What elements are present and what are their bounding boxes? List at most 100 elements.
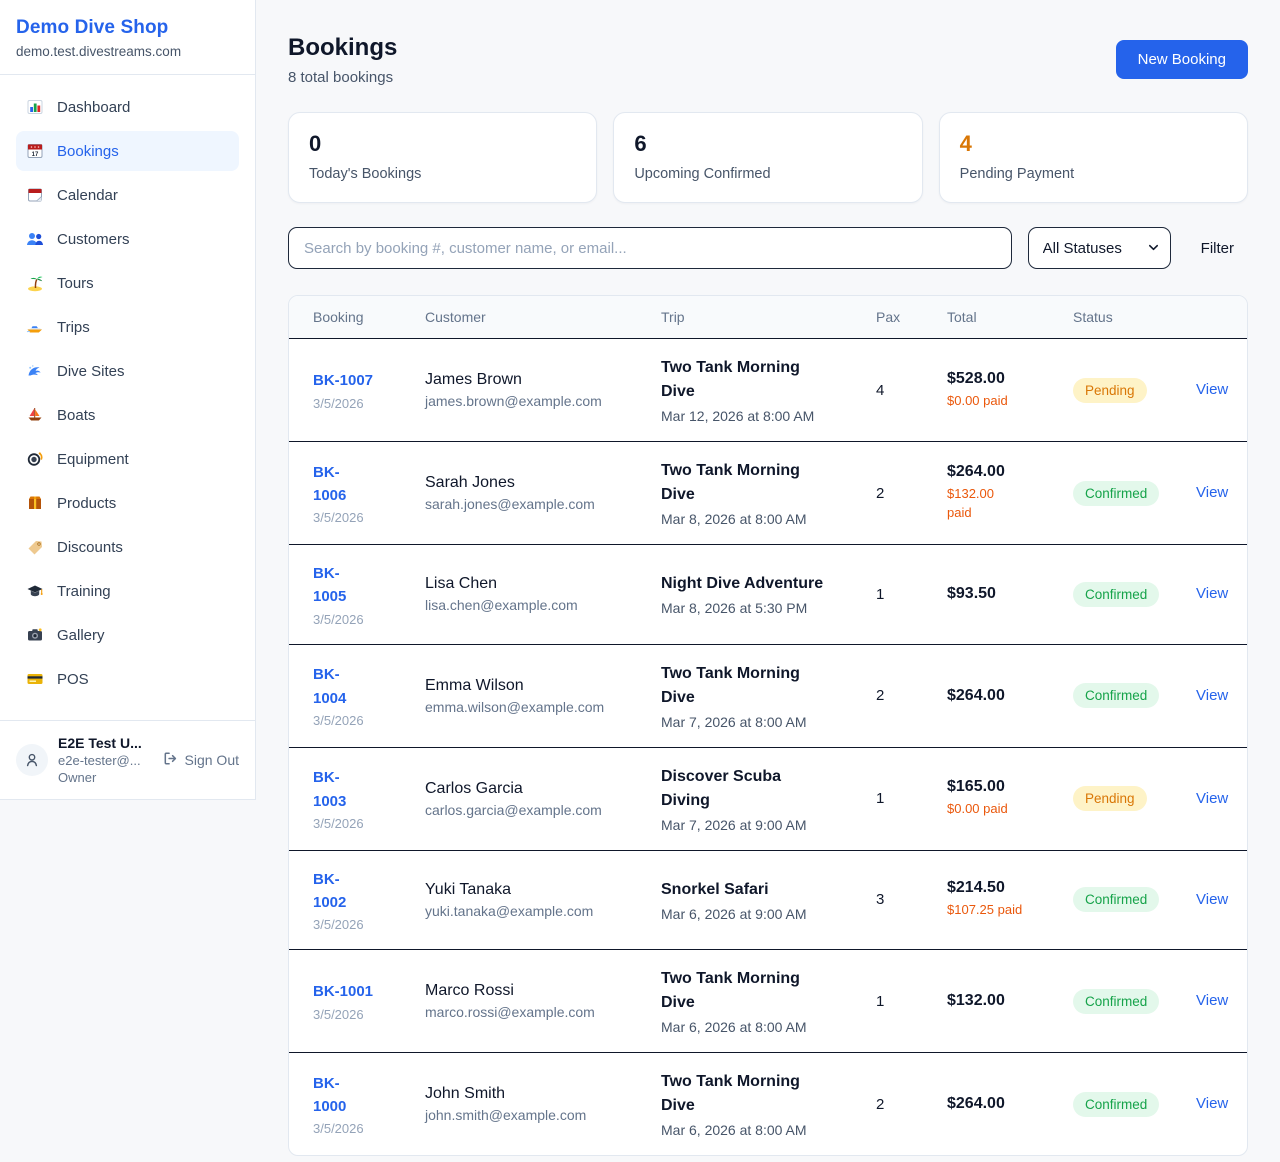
customers-icon bbox=[26, 230, 44, 248]
booking-date: 3/5/2026 bbox=[313, 395, 364, 411]
customer-name: Carlos Garcia bbox=[425, 779, 523, 797]
stat-value: 4 bbox=[959, 131, 972, 156]
trips-icon bbox=[26, 318, 44, 336]
table-row: BK- 1002 3/5/2026 Yuki Tanaka yuki.tanak… bbox=[289, 849, 1247, 950]
booking-date: 3/5/2026 bbox=[313, 917, 364, 932]
view-link[interactable]: View bbox=[1196, 1095, 1229, 1112]
view-link[interactable]: View bbox=[1196, 585, 1229, 603]
customer-email: lisa.chen@example.com bbox=[425, 597, 578, 614]
total-amount: $264.00 bbox=[947, 1095, 1005, 1112]
total-amount: $165.00 bbox=[947, 778, 1005, 796]
view-link[interactable]: View bbox=[1196, 381, 1229, 398]
trip-name: Discover Scuba Diving bbox=[661, 767, 782, 809]
customer-name: Yuki Tanaka bbox=[425, 880, 511, 898]
table-row: BK- 1004 3/5/2026 Emma Wilson emma.wilso… bbox=[289, 643, 1247, 747]
user-name: E2E Test U... bbox=[58, 735, 142, 751]
filter-button[interactable]: Filter bbox=[1187, 232, 1248, 265]
brand-name: Demo Dive Shop bbox=[16, 17, 169, 38]
stat-label: Pending Payment bbox=[959, 166, 1075, 182]
total-amount: $264.00 bbox=[947, 463, 1005, 481]
sidebar-item-training[interactable]: Training bbox=[16, 571, 239, 611]
pax-count: 2 bbox=[876, 643, 947, 747]
booking-id-link[interactable]: BK- 1003 bbox=[313, 769, 347, 810]
status-badge: Confirmed bbox=[1073, 887, 1160, 913]
trip-time: Mar 7, 2026 at 8:00 AM bbox=[661, 713, 807, 730]
table-row: BK- 1000 3/5/2026 John Smith john.smith@… bbox=[289, 1052, 1247, 1155]
trip-name: Two Tank Morning Dive bbox=[661, 664, 800, 706]
status-badge: Confirmed bbox=[1073, 581, 1160, 607]
customer-email: john.smith@example.com bbox=[425, 1107, 587, 1123]
avatar bbox=[16, 744, 48, 776]
sidebar-item-tours[interactable]: Tours bbox=[16, 263, 239, 303]
view-link[interactable]: View bbox=[1196, 789, 1229, 807]
sidebar-item-pos[interactable]: POS bbox=[16, 659, 239, 699]
sidebar-item-trips[interactable]: Trips bbox=[16, 307, 239, 347]
booking-date: 3/5/2026 bbox=[313, 1006, 364, 1022]
trip-time: Mar 6, 2026 at 9:00 AM bbox=[661, 905, 807, 922]
sidebar-item-dive-sites[interactable]: Dive Sites bbox=[16, 351, 239, 391]
sidebar-item-customers[interactable]: Customers bbox=[16, 219, 239, 259]
view-link[interactable]: View bbox=[1196, 686, 1229, 704]
trip-name: Two Tank Morning Dive bbox=[661, 359, 800, 400]
user-email: e2e-tester@... bbox=[58, 753, 141, 768]
view-link[interactable]: View bbox=[1196, 992, 1229, 1009]
customer-name: James Brown bbox=[425, 371, 522, 388]
trip-name: Two Tank Morning Dive bbox=[661, 970, 800, 1011]
sidebar-item-gallery[interactable]: Gallery bbox=[16, 615, 239, 655]
pax-count: 1 bbox=[876, 746, 947, 850]
page-subtitle: 8 total bookings bbox=[288, 69, 394, 86]
pax-count: 4 bbox=[876, 381, 885, 399]
dive-sites-icon bbox=[26, 362, 44, 380]
stat-card: 4 Pending Payment bbox=[938, 112, 1248, 203]
booking-id-link[interactable]: BK- 1000 bbox=[313, 1074, 347, 1115]
column-header-trip: Trip bbox=[661, 296, 876, 339]
status-badge: Pending bbox=[1073, 786, 1147, 811]
booking-id-link[interactable]: BK- 1006 bbox=[313, 463, 347, 504]
booking-id-link[interactable]: BK- 1002 bbox=[313, 870, 347, 911]
user-info: E2E Test U... e2e-tester@... Owner bbox=[58, 735, 152, 785]
stat-card: 0 Today's Bookings bbox=[288, 112, 598, 203]
sidebar: Demo Dive Shop demo.test.divestreams.com… bbox=[0, 0, 256, 800]
main-content: Bookings 8 total bookings New Booking 0 … bbox=[288, 0, 1248, 1156]
sidebar-item-equipment[interactable]: Equipment bbox=[16, 439, 239, 479]
sidebar-item-bookings[interactable]: 17 Bookings bbox=[16, 131, 239, 171]
sign-out-button[interactable]: Sign Out bbox=[162, 750, 239, 770]
booking-date: 3/5/2026 bbox=[313, 1121, 364, 1137]
pax-count: 1 bbox=[876, 544, 947, 644]
sidebar-item-dashboard[interactable]: Dashboard bbox=[16, 87, 239, 127]
sidebar-item-products[interactable]: Products bbox=[16, 483, 239, 523]
user-icon bbox=[26, 753, 38, 767]
sidebar-nav: Dashboard 17 Bookings Calendar Customers… bbox=[0, 75, 255, 699]
view-link[interactable]: View bbox=[1196, 890, 1229, 908]
trip-time: Mar 7, 2026 at 9:00 AM bbox=[661, 816, 807, 833]
customer-email: carlos.garcia@example.com bbox=[425, 801, 602, 818]
booking-id-link[interactable]: BK- 1005 bbox=[313, 565, 347, 606]
bookings-table: Booking Customer Trip Pax Total Status B… bbox=[289, 296, 1247, 1155]
customer-name: Lisa Chen bbox=[425, 575, 498, 593]
brand-domain: demo.test.divestreams.com bbox=[16, 44, 182, 59]
booking-date: 3/5/2026 bbox=[313, 815, 364, 831]
status-badge: Pending bbox=[1073, 377, 1147, 403]
table-row: BK- 1003 3/5/2026 Carlos Garcia carlos.g… bbox=[289, 746, 1247, 850]
search-input[interactable] bbox=[288, 227, 1012, 269]
sidebar-item-discounts[interactable]: Discounts bbox=[16, 527, 239, 567]
status-filter-select[interactable]: All Statuses bbox=[1027, 227, 1171, 269]
total-amount: $264.00 bbox=[947, 686, 1005, 704]
pos-icon bbox=[26, 670, 44, 688]
brand: Demo Dive Shop demo.test.divestreams.com bbox=[0, 0, 255, 75]
stat-value: 0 bbox=[309, 131, 322, 156]
new-booking-button[interactable]: New Booking bbox=[1115, 40, 1248, 79]
total-amount: $214.50 bbox=[947, 879, 1005, 897]
view-link[interactable]: View bbox=[1196, 484, 1229, 501]
booking-id-link[interactable]: BK-1007 bbox=[313, 372, 374, 390]
sidebar-item-calendar[interactable]: Calendar bbox=[16, 175, 239, 215]
trip-name: Two Tank Morning Dive bbox=[661, 1073, 800, 1114]
sidebar-item-boats[interactable]: Boats bbox=[16, 395, 239, 435]
stat-label: Today's Bookings bbox=[309, 166, 422, 182]
table-row: BK-1001 3/5/2026 Marco Rossi marco.rossi… bbox=[289, 949, 1247, 1053]
booking-id-link[interactable]: BK-1001 bbox=[313, 983, 374, 1001]
tours-icon bbox=[26, 274, 44, 292]
products-icon bbox=[26, 494, 44, 512]
total-amount: $132.00 bbox=[947, 992, 1005, 1009]
booking-id-link[interactable]: BK- 1004 bbox=[313, 666, 347, 707]
